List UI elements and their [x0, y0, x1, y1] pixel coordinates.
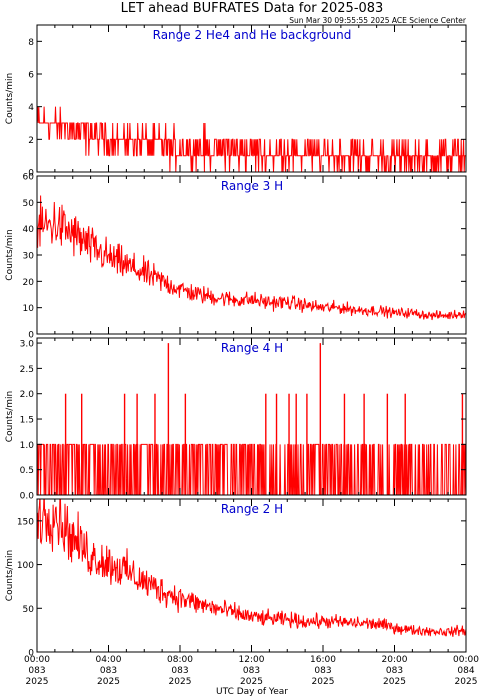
y-tick-label: 0	[28, 649, 34, 659]
y-tick-label: 0	[28, 169, 34, 179]
x-tick-label-line: 2025	[97, 677, 120, 687]
x-tick-label-line: 08:00	[167, 655, 193, 665]
panel-1: 0 2 4 6 8 Range 2 He4 and He background Counts…	[5, 24, 467, 179]
x-tick-label-line: 2025	[26, 677, 49, 687]
panel-2: 0 10 20 30 40 50 60 Range 3 H Counts/min	[5, 173, 467, 341]
y-tick-label: 6	[28, 71, 34, 81]
x-tick-label-line: 00:00	[453, 655, 479, 665]
y-tick-label: 50	[23, 199, 35, 209]
y-tick-label: 8	[28, 38, 34, 48]
x-tick-label-line: 083	[386, 666, 403, 676]
y-tick-label: 2.5	[20, 365, 34, 375]
y-tick-label: 1.5	[20, 416, 34, 426]
y-tick-label: 1.0	[20, 441, 35, 451]
chart-title: LET ahead BUFRATES Data for 2025-083	[121, 1, 384, 16]
y-axis-label: Counts/min	[5, 73, 15, 124]
panel-title: Range 4 H	[221, 341, 283, 355]
y-tick-label: 0	[28, 331, 34, 341]
x-tick-label-line: 00:00	[24, 655, 50, 665]
series-line	[37, 195, 466, 321]
x-tick-label-line: 083	[314, 666, 331, 676]
x-tick-label-line: 2025	[455, 677, 478, 687]
series-line	[37, 499, 466, 637]
y-tick-label: 4	[28, 103, 34, 113]
y-tick-label: 100	[17, 561, 34, 571]
x-tick-label-line: 084	[457, 666, 474, 676]
y-tick-label: 0.0	[20, 492, 35, 502]
y-tick-label: 2	[28, 136, 34, 146]
panel-title: Range 3 H	[221, 179, 283, 193]
x-tick-label-line: 16:00	[310, 655, 336, 665]
y-tick-label: 10	[23, 304, 35, 314]
x-tick-label-line: 2025	[240, 677, 263, 687]
x-tick-label-line: 083	[100, 666, 117, 676]
y-tick-label: 50	[23, 605, 35, 615]
x-tick-label-line: 083	[171, 666, 188, 676]
y-tick-label: 60	[23, 173, 35, 183]
panel-4: 0 50 100 150 Range 2 H Counts/min	[5, 498, 467, 659]
x-tick-label-line: 2025	[312, 677, 335, 687]
series-line	[37, 443, 466, 495]
series-line	[37, 106, 466, 172]
timestamp: Sun Mar 30 09:55:55 2025 ACE Science Cen…	[289, 16, 467, 25]
x-tick-label-line: 2025	[383, 677, 406, 687]
x-tick-label-line: 083	[28, 666, 45, 676]
y-axis-label: Counts/min	[5, 550, 15, 601]
y-tick-label: 20	[23, 278, 35, 288]
panel-3: 0.0 0.5 1.0 1.5 2.0 2.5 3.0 Range 4 H Counts/min	[5, 337, 467, 502]
y-tick-label: 3.0	[20, 340, 35, 350]
y-axis-label: Counts/min	[5, 391, 15, 442]
x-axis-label: UTC Day of Year	[216, 687, 288, 697]
y-axis-label: Counts/min	[5, 229, 15, 280]
panel-title: Range 2 He4 and He background	[153, 28, 352, 42]
x-tick-label-line: 2025	[169, 677, 192, 687]
x-tick-label-line: 04:00	[96, 655, 122, 665]
y-tick-label: 2.0	[20, 390, 35, 400]
panel-title: Range 2 H	[221, 502, 283, 516]
x-tick-label-line: 20:00	[382, 655, 408, 665]
y-tick-label: 0.5	[20, 466, 34, 476]
y-tick-label: 40	[23, 225, 35, 235]
x-tick-label-line: 12:00	[239, 655, 265, 665]
x-tick-label-line: 083	[243, 666, 260, 676]
y-tick-label: 30	[23, 252, 35, 262]
y-tick-label: 150	[17, 517, 34, 527]
